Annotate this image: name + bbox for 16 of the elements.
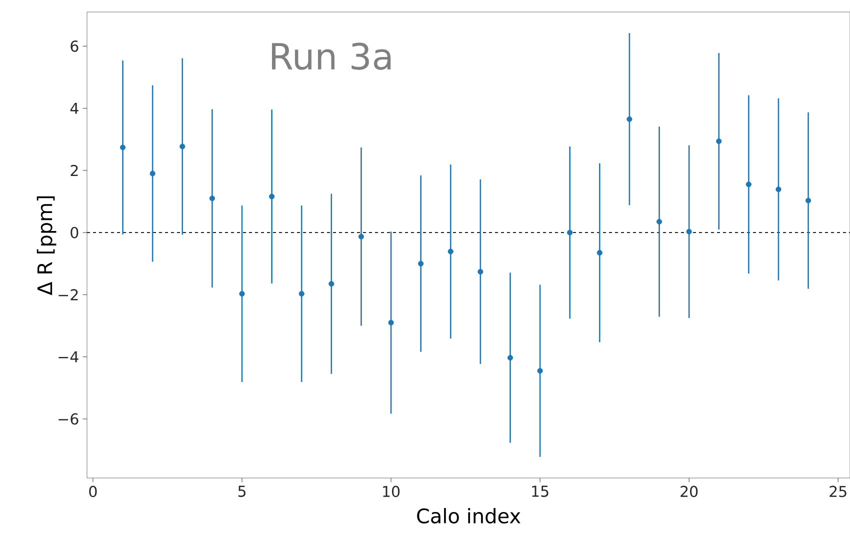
y-tick-label: 2 — [70, 164, 78, 176]
x-tick-label: 15 — [532, 486, 548, 497]
x-tick-label: 25 — [830, 486, 846, 498]
x-tick-label: 5 — [238, 486, 246, 497]
y-tick-label: 6 — [70, 40, 78, 52]
y-tick-label: −2 — [58, 289, 78, 300]
x-axis-title: Calo index — [417, 508, 520, 524]
y-tick-label: −4 — [58, 351, 78, 362]
y-tick-label: −6 — [58, 413, 78, 425]
y-axis-title: Δ R [ppm] — [36, 196, 56, 296]
annotation: Run 3a — [272, 42, 391, 70]
x-tick-label: 0 — [89, 486, 97, 498]
y-tick-label: 0 — [70, 226, 78, 238]
x-tick-label: 10 — [383, 486, 400, 498]
x-tick-label: 20 — [680, 486, 698, 498]
y-tick-label: 4 — [70, 102, 78, 114]
